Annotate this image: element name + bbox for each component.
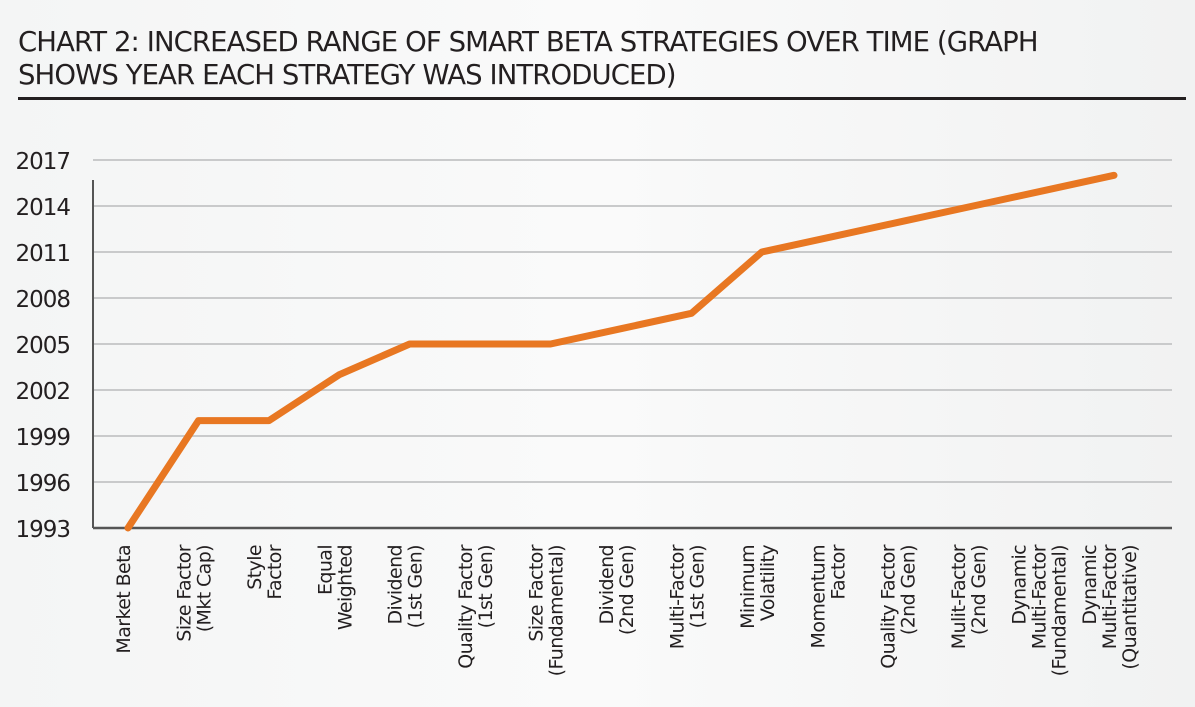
chart-title-line-1: CHART 2: INCREASED RANGE OF SMART BETA S… bbox=[18, 26, 1039, 58]
x-tick-label-line: (Fundamental) bbox=[546, 545, 568, 676]
x-tick-label-line: Dividend bbox=[596, 545, 618, 625]
x-tick-label-line: Dividend bbox=[385, 545, 407, 625]
x-tick-label-line: Mulit-Factor bbox=[948, 544, 970, 649]
x-tick-label-line: (1st Gen) bbox=[405, 545, 427, 628]
chart-title: CHART 2: INCREASED RANGE OF SMART BETA S… bbox=[18, 26, 1178, 92]
x-axis-tick-labels: Market Beta Size Factor(Mkt Cap) StyleFact… bbox=[113, 544, 1141, 676]
chart-title-line-2: SHOWS YEAR EACH STRATEGY WAS INTRODUCED) bbox=[18, 59, 677, 91]
x-tick-label-line: Quality Factor bbox=[878, 544, 900, 668]
gridlines bbox=[93, 159, 1172, 483]
y-tick-label: 2008 bbox=[15, 287, 70, 313]
x-tick-label-line: Minimum bbox=[737, 545, 759, 629]
x-tick-label: Market Beta bbox=[113, 545, 135, 654]
x-tick-label-line: Multi-Factor bbox=[1099, 544, 1121, 649]
x-tick-label-line: Weighted bbox=[334, 545, 356, 630]
x-tick-label-line: Volatility bbox=[757, 545, 779, 621]
axes bbox=[92, 180, 1172, 530]
x-tick-label-line: (Fundamental) bbox=[1049, 545, 1071, 676]
y-tick-label: 1996 bbox=[15, 471, 70, 497]
x-tick-label-line: Multi-Factor bbox=[666, 544, 688, 649]
x-tick-label: Dividend(1st Gen) bbox=[385, 545, 427, 628]
y-axis-tick-labels: 1993 1996 1999 2002 2005 2008 2011 2014 2017 bbox=[15, 149, 71, 543]
y-tick-label: 2011 bbox=[15, 241, 70, 267]
x-tick-label: Dividend(2nd Gen) bbox=[596, 545, 638, 635]
series-line-group bbox=[124, 171, 1118, 532]
x-tick-label-line: (2nd Gen) bbox=[898, 545, 920, 635]
title-rule bbox=[18, 97, 1186, 100]
x-tick-label-line: Quality Factor bbox=[455, 544, 477, 668]
x-tick-label-line: Momentum bbox=[807, 545, 829, 648]
y-tick-label: 1993 bbox=[15, 517, 70, 543]
x-tick-label-line: Style bbox=[244, 545, 266, 590]
x-tick-label-line: (1st Gen) bbox=[475, 545, 497, 628]
x-tick-label-line: Market Beta bbox=[113, 545, 135, 654]
y-tick-label: 1999 bbox=[15, 425, 70, 451]
x-tick-label: Size Factor(Mkt Cap) bbox=[173, 544, 215, 641]
y-tick-label: 2017 bbox=[15, 149, 70, 175]
x-tick-label-line: Size Factor bbox=[173, 544, 195, 641]
y-tick-label: 2014 bbox=[15, 195, 70, 221]
x-tick-label-line: (2nd Gen) bbox=[968, 545, 990, 635]
x-tick-label-line: Equal bbox=[314, 545, 336, 595]
x-tick-label-line: (Mkt Cap) bbox=[193, 545, 215, 632]
x-tick-label-line: Size Factor bbox=[526, 544, 548, 641]
x-tick-label-line: (2nd Gen) bbox=[616, 545, 638, 635]
x-tick-label-line: Multi-Factor bbox=[1029, 544, 1051, 649]
x-tick-label: Quality Factor(2nd Gen) bbox=[878, 544, 920, 668]
y-tick-label: 2002 bbox=[15, 379, 70, 405]
x-tick-label-line: Dynamic bbox=[1079, 545, 1101, 625]
x-tick-label-line: (1st Gen) bbox=[686, 545, 708, 628]
x-tick-label-line: Dynamic bbox=[1009, 545, 1031, 625]
x-tick-label: Size Factor(Fundamental) bbox=[526, 544, 568, 676]
x-tick-label: Multi-Factor(1st Gen) bbox=[666, 544, 708, 649]
y-tick-label: 2005 bbox=[15, 333, 70, 359]
x-tick-label-line: Factor bbox=[827, 544, 849, 599]
x-tick-label-line: Factor bbox=[264, 544, 286, 599]
x-tick-label: Quality Factor(1st Gen) bbox=[455, 544, 497, 668]
x-tick-label: Mulit-Factor(2nd Gen) bbox=[948, 544, 990, 649]
series-line bbox=[124, 171, 1118, 532]
x-tick-label-line: (Quantitative) bbox=[1119, 545, 1141, 670]
